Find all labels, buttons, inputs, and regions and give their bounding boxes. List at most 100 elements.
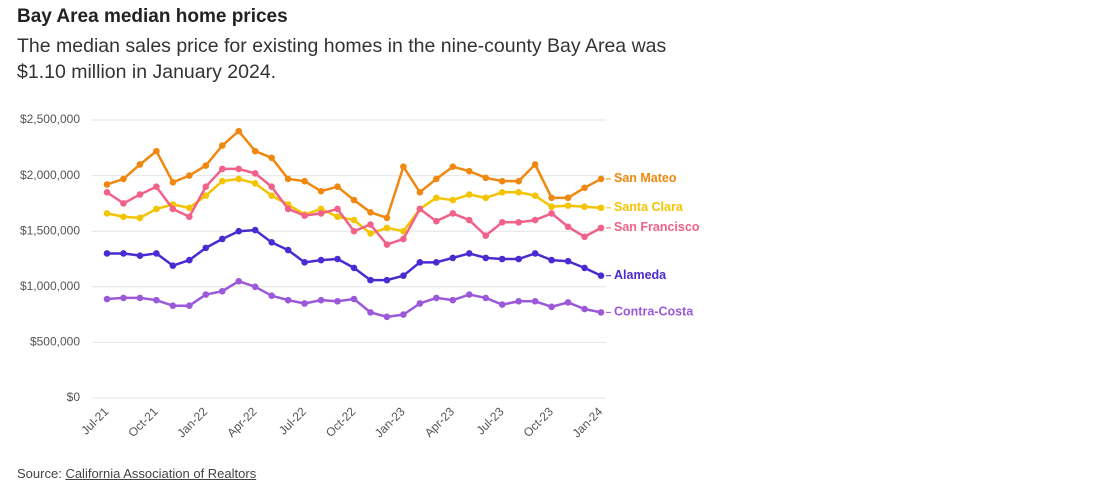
- data-point: [367, 230, 374, 237]
- data-point: [334, 213, 341, 221]
- data-point: [564, 257, 572, 265]
- data-point: [367, 276, 374, 284]
- data-point: [218, 142, 226, 149]
- data-point: [186, 302, 193, 310]
- data-point: [136, 252, 144, 259]
- data-point: [383, 276, 391, 284]
- data-point: [482, 174, 490, 182]
- data-point: [284, 246, 292, 254]
- y-tick-label: $500,000: [30, 335, 80, 349]
- data-point: [153, 296, 160, 304]
- data-point: [449, 196, 457, 204]
- x-tick-label: Oct-23: [521, 404, 557, 440]
- x-tick-label: Jan-23: [372, 404, 408, 440]
- data-point: [400, 311, 407, 318]
- data-point: [251, 283, 259, 291]
- series-label: San Mateo: [614, 171, 677, 185]
- data-point: [383, 224, 391, 232]
- data-point: [597, 204, 605, 212]
- data-point: [548, 194, 555, 202]
- x-tick-label: Oct-21: [125, 404, 161, 440]
- x-tick-label: Apr-22: [224, 404, 260, 440]
- x-tick-label: Oct-22: [323, 404, 359, 440]
- data-point: [235, 175, 243, 183]
- data-point: [400, 235, 407, 243]
- data-point: [153, 183, 160, 191]
- data-point: [334, 183, 341, 191]
- data-point: [202, 183, 210, 191]
- data-point: [202, 291, 210, 298]
- data-point: [350, 216, 358, 224]
- data-point: [136, 161, 144, 168]
- x-tick-label: Jan-22: [174, 404, 210, 440]
- y-tick-label: $1,500,000: [20, 223, 80, 237]
- data-point: [515, 297, 522, 305]
- source-prefix: Source:: [17, 466, 62, 481]
- data-point: [581, 203, 588, 211]
- data-point: [317, 296, 325, 304]
- x-tick-label: Jul-22: [276, 404, 309, 437]
- data-point: [350, 295, 358, 303]
- series-label: Alameda: [614, 268, 667, 282]
- data-point: [581, 264, 588, 272]
- data-point: [301, 259, 308, 266]
- data-point: [449, 163, 457, 171]
- data-point: [186, 172, 193, 179]
- data-point: [103, 250, 111, 257]
- data-point: [531, 192, 539, 199]
- data-point: [103, 181, 111, 188]
- data-point: [581, 305, 588, 313]
- data-point: [317, 187, 325, 195]
- data-point: [531, 161, 539, 168]
- data-point: [449, 296, 457, 304]
- data-point: [251, 147, 259, 155]
- data-point: [449, 254, 457, 262]
- data-point: [515, 188, 522, 196]
- data-point: [218, 287, 226, 295]
- data-point: [482, 254, 490, 262]
- data-point: [531, 216, 539, 224]
- data-point: [498, 301, 506, 308]
- data-point: [531, 250, 539, 257]
- data-point: [202, 192, 210, 199]
- data-point: [301, 300, 308, 307]
- series-line: [107, 228, 602, 282]
- data-point: [284, 175, 292, 183]
- data-point: [186, 213, 193, 221]
- chart: $0 $500,000 $1,000,000 $1,500,000 $2,000,000…: [20, 112, 700, 440]
- data-point: [120, 213, 127, 221]
- data-point: [120, 175, 127, 183]
- data-point: [498, 219, 506, 226]
- series-label: Santa Clara: [614, 200, 684, 214]
- data-point: [482, 232, 490, 239]
- data-point: [136, 294, 144, 302]
- data-point: [301, 212, 308, 219]
- data-point: [120, 294, 127, 302]
- data-point: [564, 299, 572, 306]
- series-label: San Francisco: [614, 220, 700, 234]
- data-point: [334, 297, 341, 305]
- data-point: [268, 292, 275, 299]
- data-point: [433, 294, 440, 302]
- data-point: [597, 175, 605, 183]
- data-point: [169, 262, 177, 269]
- data-point: [367, 309, 374, 316]
- data-point: [400, 227, 407, 235]
- source: Source: California Association of Realto…: [17, 466, 256, 481]
- data-point: [334, 205, 341, 213]
- data-point: [548, 256, 555, 264]
- data-point: [548, 210, 555, 217]
- data-point: [218, 165, 226, 173]
- data-point: [482, 294, 490, 302]
- data-point: [515, 177, 522, 185]
- data-point: [564, 202, 572, 209]
- data-point: [153, 250, 160, 257]
- data-point: [465, 167, 473, 175]
- data-point: [235, 165, 243, 173]
- y-tick-label: $2,500,000: [20, 112, 80, 126]
- data-point: [153, 147, 160, 155]
- data-point: [400, 163, 407, 171]
- source-link[interactable]: California Association of Realtors: [65, 466, 257, 481]
- x-tick-label: Apr-23: [422, 404, 458, 440]
